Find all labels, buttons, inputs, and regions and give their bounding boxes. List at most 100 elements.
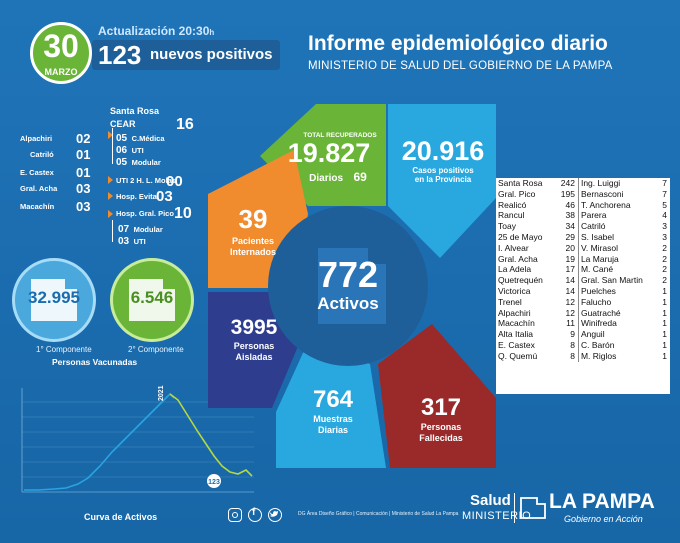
la-pampa-logo-icon xyxy=(520,497,546,519)
table-row: I. Alvear 20 V. Mirasol 2 xyxy=(496,242,670,254)
la-pampa-logo-text: LA PAMPA xyxy=(549,490,655,513)
dept-value: 17 xyxy=(565,264,575,275)
table-row: Gral. Pico 195 Bernasconi 7 xyxy=(496,188,670,200)
dept-value: 7 xyxy=(662,188,667,199)
dept-value: 11 xyxy=(566,318,575,329)
isolated-value: 3995 xyxy=(230,316,278,339)
dept-name: Quetrequén xyxy=(498,275,543,286)
second-dose-label: 2° Componente xyxy=(128,345,184,354)
current-label: 123 xyxy=(208,479,220,486)
cases-label-1: Casos positivos xyxy=(412,166,474,175)
samples-label-2: Diarias xyxy=(317,425,349,435)
dept-name: La Maruja xyxy=(577,253,659,265)
departments-table: Santa Rosa 242 Ing. Luiggi 7 Gral. Pico 195 Be… xyxy=(496,178,670,394)
cear-label: CEAR xyxy=(110,119,136,129)
cear-item: 05 C.Médica xyxy=(116,128,165,146)
dept-value: 8 xyxy=(570,350,575,361)
cear-item: 05 Modular xyxy=(116,152,161,170)
dept-value: 34 xyxy=(565,221,575,232)
dept-name: Gral. San Martin xyxy=(577,275,659,286)
dept-value: 2 xyxy=(662,242,667,253)
santa-rosa-block: Santa Rosa CEAR 16 05 C.Médica 06 UTI 05… xyxy=(104,106,214,247)
date-badge: 30 MARZO xyxy=(30,22,92,84)
page-title: Informe epidemiológico diario xyxy=(308,32,608,55)
twitter-icon[interactable] xyxy=(268,508,282,522)
hospital-value: 01 xyxy=(76,147,91,162)
page-subtitle: MINISTERIO DE SALUD DEL GOBIERNO DE LA P… xyxy=(308,60,613,72)
vaccinated-title: Personas Vacunadas xyxy=(52,357,138,367)
hospital-row: Gral. Acha 03 xyxy=(6,180,98,198)
hospital-value: 02 xyxy=(76,131,91,146)
arrow-icon xyxy=(108,192,113,200)
dept-name: Trenel xyxy=(498,296,522,307)
dept-value: 8 xyxy=(570,339,575,350)
samples-label-1: Muestras xyxy=(313,414,353,424)
cases-label-2: en la Provincia xyxy=(414,175,472,184)
dept-name: Gral. Acha xyxy=(498,253,538,264)
daily-recovered: Diarios 69 xyxy=(298,168,378,186)
dept-value: 2 xyxy=(662,264,667,275)
dept-name: La Adela xyxy=(498,264,532,275)
deaths-label-2: Fallecidas xyxy=(419,433,463,443)
table-row: Quetrequén 14 Gral. San Martin 2 xyxy=(496,275,670,286)
hospital-list: Alpachiri 02 Catriló 01 E. Castex 01 Gra… xyxy=(6,130,98,214)
hospital-name: E. Castex xyxy=(20,168,54,177)
dept-value: 14 xyxy=(565,275,575,286)
cear-item-label: Modular xyxy=(131,158,161,167)
hospital-row: Alpachiri 02 xyxy=(6,130,98,146)
table-row: E. Castex 8 C. Barón 1 xyxy=(496,339,670,351)
first-dose-label: 1° Componente xyxy=(36,345,92,354)
update-time: Actualización 20:30h xyxy=(98,24,214,38)
dept-name: Catriló xyxy=(577,221,659,232)
dept-name: Toay xyxy=(498,221,516,232)
dept-name: Realicó xyxy=(498,199,527,210)
dept-value: 29 xyxy=(565,231,575,242)
dept-name: Puelches xyxy=(577,285,659,297)
dept-value: 1 xyxy=(662,329,667,340)
daily-label: Diarios xyxy=(309,173,344,184)
dept-name: Gral. Pico xyxy=(498,188,536,199)
new-positives-count: 123 xyxy=(98,40,142,70)
dept-name: Guatraché xyxy=(577,307,659,319)
dept-value: 1 xyxy=(662,307,667,318)
facebook-icon[interactable]: f xyxy=(248,507,262,522)
recovered-label: TOTAL RECUPERADOS xyxy=(303,132,377,139)
table-row: 25 de Mayo 29 S. Isabel 3 xyxy=(496,231,670,243)
dept-value: 38 xyxy=(565,210,575,221)
evita-label: Hosp. Evita xyxy=(116,192,157,201)
la-pampa-map-icon xyxy=(318,248,386,324)
date-day: 30 xyxy=(43,28,79,64)
dept-value: 1 xyxy=(662,318,667,329)
isolated-label-2: Aisladas xyxy=(235,352,273,362)
hospitalized-value: 39 xyxy=(238,204,268,234)
dept-name: Santa Rosa xyxy=(498,178,543,188)
table-row: Q. Quemú 8 M. Riglos 1 xyxy=(496,350,670,362)
dept-name: M. Riglos xyxy=(577,350,659,362)
first-dose-value: 32.995 xyxy=(28,288,80,307)
hospitalized-label-1: Pacientes xyxy=(231,236,275,246)
samples-value: 764 xyxy=(312,386,354,413)
hospitalized-label-2: Internados xyxy=(229,247,276,257)
table-row: Alta Italia 9 Anguil 1 xyxy=(496,329,670,340)
ministerio-logo-text: MINISTERIO xyxy=(462,510,532,522)
dept-value: 242 xyxy=(560,178,575,188)
hospital-name: Alpachiri xyxy=(20,134,53,143)
pico-total: 10 xyxy=(174,205,192,222)
new-positives-label: nuevos positivos xyxy=(150,46,273,63)
isolated-label-1: Personas xyxy=(233,341,275,351)
hospital-value: 03 xyxy=(76,199,91,214)
active-label: Activos xyxy=(317,294,379,313)
dept-value: 3 xyxy=(662,221,667,232)
instagram-icon[interactable] xyxy=(228,508,242,522)
dept-value: 12 xyxy=(565,296,575,307)
date-month: MARZO xyxy=(44,67,78,77)
deaths-segment xyxy=(378,324,496,468)
dept-value: 12 xyxy=(565,307,575,318)
cear-item-value: 06 xyxy=(116,145,128,156)
deaths-label-1: Personas xyxy=(420,422,462,432)
la-pampa-map-icon xyxy=(129,279,175,321)
dept-name: E. Castex xyxy=(498,339,535,350)
molas-value: 00 xyxy=(166,173,183,190)
santa-rosa-title: Santa Rosa xyxy=(110,106,160,116)
table-row: Victorica 14 Puelches 1 xyxy=(496,285,670,297)
